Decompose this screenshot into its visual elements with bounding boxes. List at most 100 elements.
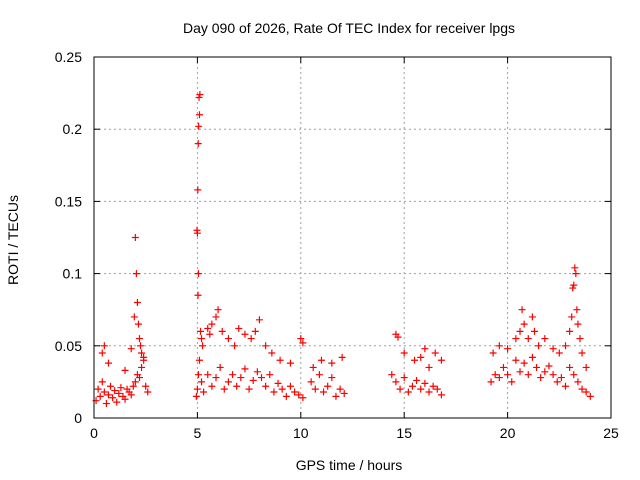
data-point [142, 382, 150, 390]
data-point [212, 374, 220, 382]
data-point [413, 376, 421, 384]
axis-ticks [93, 56, 612, 419]
data-point [233, 382, 241, 390]
y-tick-label: 0.2 [63, 121, 83, 137]
data-point [582, 388, 590, 396]
data-point [278, 385, 286, 393]
data-point [541, 368, 549, 376]
data-point [512, 356, 520, 364]
data-point [568, 313, 576, 321]
x-tick-label: 10 [293, 425, 309, 441]
data-point [562, 342, 570, 350]
data-point [127, 391, 135, 399]
data-point [508, 378, 516, 386]
data-point [489, 349, 497, 357]
data-point [194, 140, 202, 148]
data-point [400, 374, 408, 382]
data-point [194, 270, 202, 278]
chart-title: Day 090 of 2026, Rate Of TEC Index for r… [183, 20, 515, 36]
y-tick-label: 0.1 [63, 266, 83, 282]
x-tick-labels: 0 5 10 15 20 25 [90, 425, 619, 441]
data-point [394, 333, 402, 341]
data-point [117, 384, 125, 392]
data-point [98, 349, 106, 357]
data-point [549, 345, 557, 353]
data-point [400, 349, 408, 357]
data-point [276, 356, 284, 364]
data-point [576, 335, 584, 343]
x-tick-label: 25 [603, 425, 619, 441]
data-point [429, 382, 437, 390]
data-point [104, 359, 112, 367]
data-point [140, 353, 148, 361]
data-point [437, 391, 445, 399]
data-point [194, 291, 202, 299]
data-point [324, 382, 332, 390]
data-point [437, 356, 445, 364]
data-point [291, 388, 299, 396]
data-point [237, 374, 245, 382]
data-point [133, 298, 141, 306]
data-point [262, 342, 270, 350]
data-point [570, 281, 578, 289]
y-tick-label: 0.05 [55, 338, 82, 354]
data-point [586, 392, 594, 400]
data-point [127, 345, 135, 353]
data-point [518, 306, 526, 314]
data-point [533, 363, 541, 371]
data-point [297, 335, 305, 343]
data-point [204, 324, 212, 332]
x-axis-label: GPS time / hours [296, 457, 403, 473]
data-point [396, 385, 404, 393]
data-point [504, 371, 512, 379]
data-point [582, 363, 590, 371]
data-point [231, 342, 239, 350]
data-point [98, 378, 106, 386]
data-point [113, 398, 121, 406]
data-point [204, 371, 212, 379]
data-point [249, 376, 257, 384]
data-point [115, 389, 123, 397]
data-point [299, 394, 307, 402]
data-point [499, 363, 507, 371]
x-tick-label: 15 [396, 425, 412, 441]
grid-lines [94, 57, 611, 418]
data-point [566, 327, 574, 335]
data-point [520, 359, 528, 367]
data-point [315, 371, 323, 379]
data-point [557, 374, 565, 382]
data-point [328, 359, 336, 367]
data-point [545, 362, 553, 370]
data-point [570, 371, 578, 379]
data-point [218, 327, 226, 335]
data-point [392, 378, 400, 386]
data-point [286, 382, 294, 390]
data-point [193, 385, 201, 393]
data-point [411, 356, 419, 364]
data-point [195, 111, 203, 119]
data-point [528, 313, 536, 321]
data-point [199, 342, 207, 350]
data-point [328, 374, 336, 382]
data-point [495, 342, 503, 350]
data-point [193, 229, 201, 237]
y-axis-label: ROTI / TECUs [5, 195, 21, 285]
data-point [198, 335, 206, 343]
data-point [530, 327, 538, 335]
data-point [212, 313, 220, 321]
data-point [100, 388, 108, 396]
data-point [241, 330, 249, 338]
data-point [307, 378, 315, 386]
data-point [134, 320, 142, 328]
data-point [195, 122, 203, 130]
data-point [130, 313, 138, 321]
y-tick-label: 0.15 [55, 193, 82, 209]
data-point [299, 339, 307, 347]
data-point [251, 327, 259, 335]
data-point [421, 345, 429, 353]
data-point [253, 368, 261, 376]
data-point [109, 394, 117, 402]
data-point [137, 342, 145, 350]
data-point [245, 385, 253, 393]
data-point [241, 365, 249, 373]
